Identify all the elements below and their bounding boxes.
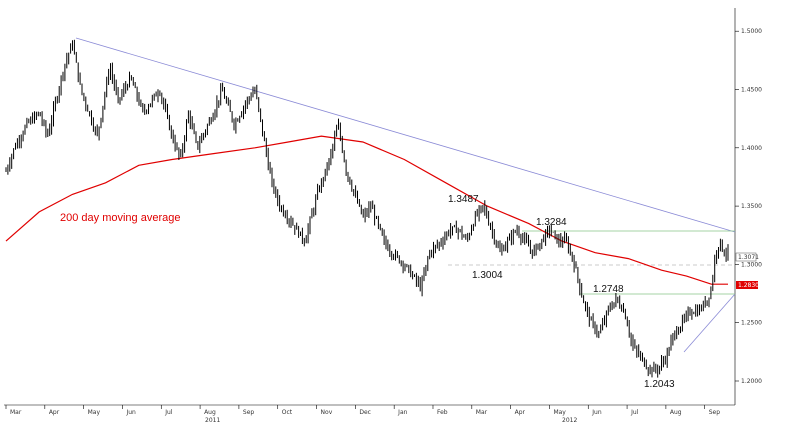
- y-tick-label: 1.4000: [741, 145, 762, 152]
- x-year-label: 2012: [562, 417, 577, 424]
- x-tick-label: May: [88, 409, 101, 416]
- y-tick-label: 1.3500: [741, 203, 762, 210]
- y-tick-label: 1.5000: [741, 28, 762, 35]
- x-tick-label: May: [553, 409, 566, 416]
- x-tick-label: Apr: [515, 409, 526, 416]
- x-tick-label: Jan: [397, 409, 407, 416]
- x-tick-label: Sep: [243, 409, 255, 416]
- y-tick-label: 1.4500: [741, 87, 762, 94]
- annotation-12043: 1.2043: [644, 379, 675, 390]
- x-tick-label: Jun: [125, 409, 136, 416]
- ma-value-box: [736, 281, 758, 289]
- x-tick-label: Mar: [476, 409, 488, 416]
- x-axis-ticks: Mar Apr May Jun Jul Aug Sep Oct Nov Dec Jan Feb Mar A…: [5, 405, 721, 424]
- last-price-label: 1.3071: [738, 254, 759, 261]
- y-tick-label: 1.2000: [741, 378, 762, 385]
- x-tick-label: Aug: [204, 409, 216, 416]
- price-candles: [5, 39, 729, 378]
- annotation-13004: 1.3004: [472, 270, 503, 281]
- last-price-box: [735, 252, 757, 262]
- x-tick-label: Jun: [591, 409, 602, 416]
- x-tick-label: Sep: [709, 409, 721, 416]
- annotation-13284: 1.3284: [536, 217, 567, 228]
- x-tick-label: Jul: [164, 409, 173, 416]
- y-tick-label: 1.3000: [741, 261, 762, 268]
- x-tick-label: Feb: [437, 409, 448, 416]
- y-tick-label: 1.2500: [741, 320, 762, 327]
- x-tick-label: Dec: [359, 409, 371, 416]
- x-tick-label: Jul: [630, 409, 639, 416]
- ma-label: 200 day moving average: [60, 212, 180, 224]
- x-tick-label: Nov: [321, 409, 333, 416]
- moving-average-line: [5, 135, 728, 285]
- annotation-13487: 1.3487: [448, 194, 479, 205]
- ma-value-label: 1.2830: [738, 282, 759, 289]
- x-year-label: 2011: [205, 417, 220, 424]
- x-tick-label: Mar: [10, 409, 22, 416]
- y-axis-ticks: 1.5000 1.4500 1.4000 1.3500 1.3000 1.2500 1.20…: [735, 28, 762, 385]
- annotation-12748: 1.2748: [593, 284, 624, 295]
- trend-line: [75, 37, 736, 233]
- x-tick-label: Oct: [282, 409, 293, 416]
- x-tick-label: Aug: [670, 409, 682, 416]
- x-tick-label: Apr: [49, 409, 60, 416]
- support-trend-line: [683, 293, 736, 353]
